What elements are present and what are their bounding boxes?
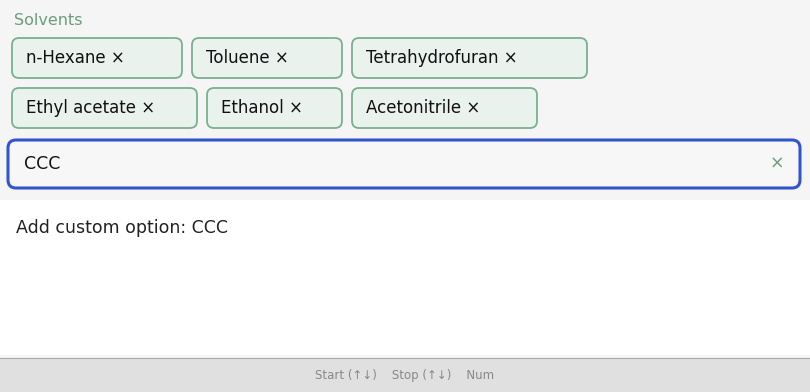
Text: Acetonitrile ×: Acetonitrile × [366,99,480,117]
Bar [0,200,810,355]
Text: Solvents: Solvents [14,13,83,27]
Bar [0,358,810,392]
Text: ×: × [770,155,784,173]
Text: Tetrahydrofuran ×: Tetrahydrofuran × [366,49,518,67]
FancyBboxPatch shape [12,38,182,78]
Text: Ethyl acetate ×: Ethyl acetate × [26,99,156,117]
Text: Ethanol ×: Ethanol × [221,99,303,117]
Text: Toluene ×: Toluene × [206,49,288,67]
FancyBboxPatch shape [192,38,342,78]
FancyBboxPatch shape [12,88,197,128]
FancyBboxPatch shape [352,88,537,128]
FancyBboxPatch shape [8,140,800,188]
Text: n-Hexane ×: n-Hexane × [26,49,125,67]
FancyBboxPatch shape [207,88,342,128]
Text: Add custom option: CCC: Add custom option: CCC [16,219,228,237]
FancyBboxPatch shape [352,38,587,78]
Text: CCC: CCC [24,155,61,173]
Text: Start (↑↓)    Stop (↑↓)    Num: Start (↑↓) Stop (↑↓) Num [315,368,495,381]
